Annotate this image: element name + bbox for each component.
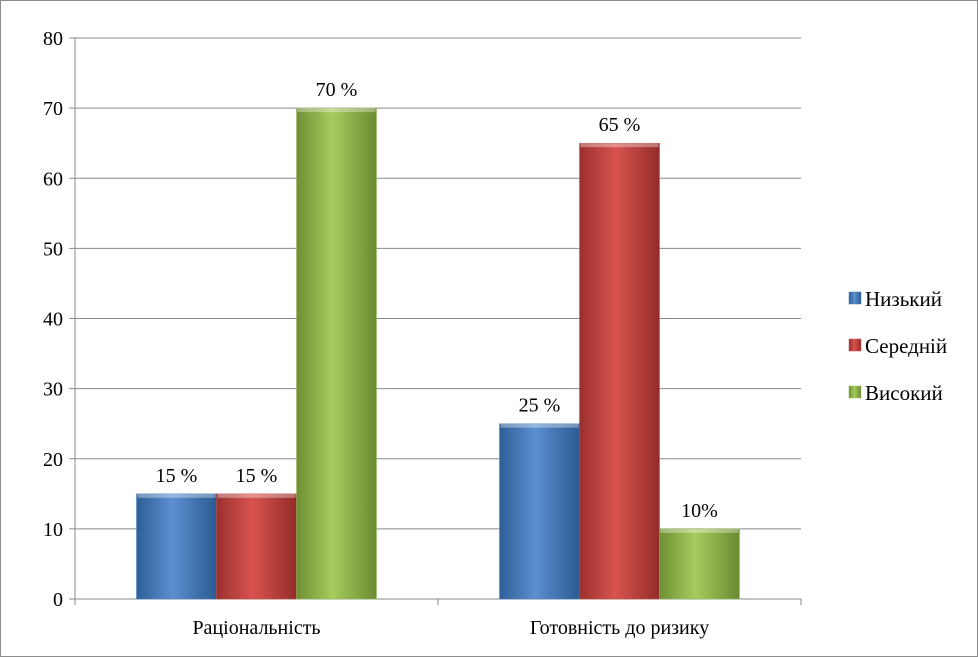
bar-1-0 (216, 493, 297, 600)
bar-0-1 (499, 423, 580, 600)
data-label: 10% (681, 500, 718, 522)
bar-bevel (580, 143, 659, 148)
y-tick-label: 50 (43, 238, 63, 260)
bar-bevel (217, 493, 296, 498)
bar-bevel (660, 528, 739, 533)
legend-swatch (848, 338, 862, 352)
legend-swatch (848, 291, 862, 305)
y-tick-label: 80 (43, 28, 63, 50)
data-label: 15 % (156, 465, 198, 487)
data-label: 15 % (236, 465, 278, 487)
legend-label: Низький (865, 287, 942, 311)
y-tick-label: 20 (43, 449, 63, 471)
bar-1-1 (579, 142, 660, 600)
data-label: 25 % (519, 395, 561, 417)
y-tick-label: 40 (43, 309, 63, 331)
bar-2-0 (296, 107, 377, 600)
legend-label: Середній (865, 334, 947, 358)
y-tick-label: 0 (53, 589, 63, 611)
bar-2-1 (659, 528, 740, 600)
bar-bevel (500, 423, 579, 428)
data-label: 65 % (599, 114, 641, 136)
y-tick-label: 60 (43, 168, 63, 190)
legend-label: Високий (865, 381, 943, 405)
bar-bevel (137, 493, 216, 498)
y-tick-label: 70 (43, 98, 63, 120)
x-category-label: Раціональність (192, 617, 320, 639)
bar-bevel (297, 108, 376, 113)
x-category-label: Готовність до ризику (530, 617, 709, 639)
bar-0-0 (136, 493, 217, 600)
legend-swatch (848, 385, 862, 399)
y-tick-label: 30 (43, 379, 63, 401)
data-label: 70 % (316, 79, 358, 101)
y-tick-label: 10 (43, 519, 63, 541)
